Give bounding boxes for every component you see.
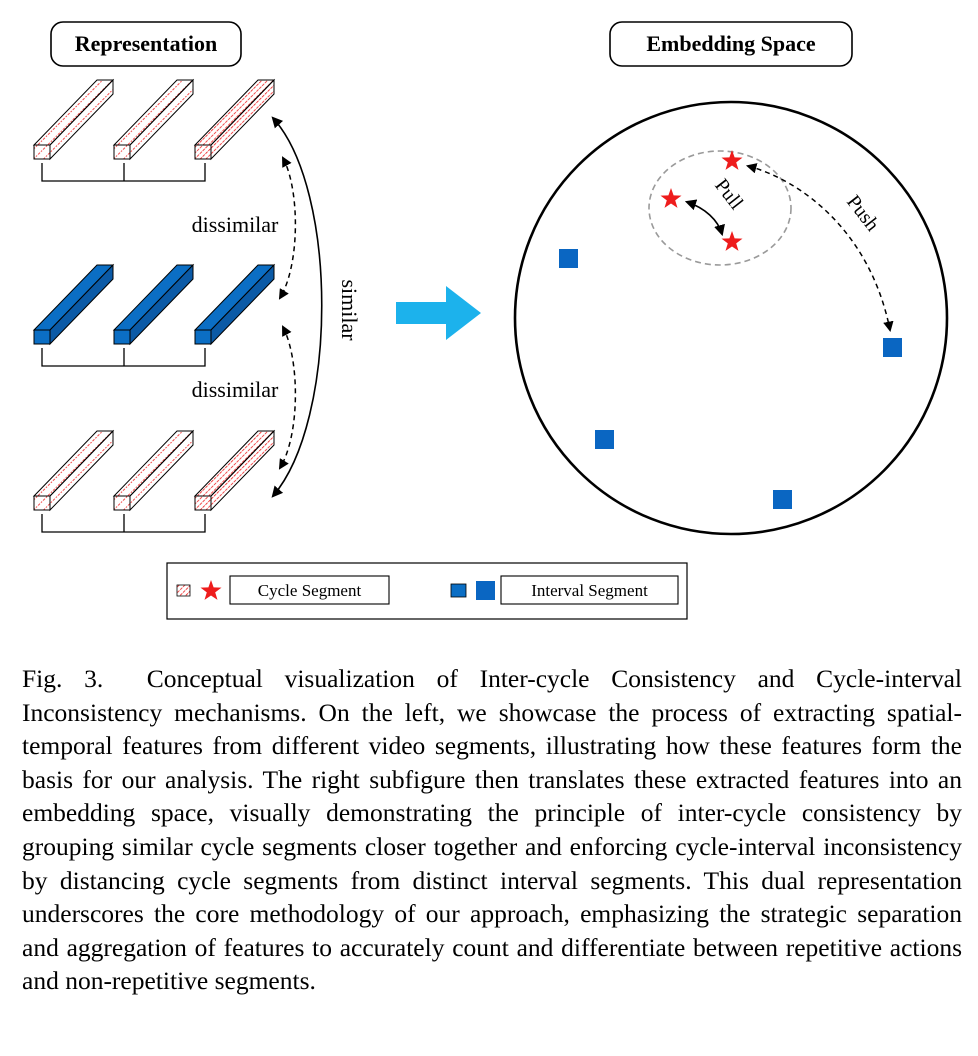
- similar-arrow: [271, 116, 323, 498]
- cycle-bar: [112, 78, 195, 161]
- blue-square-icon: [883, 338, 902, 357]
- dissimilar-arrow-bottom: [278, 325, 297, 470]
- red-star-icon: [660, 188, 682, 208]
- dissimilar-label-top: dissimilar: [192, 212, 279, 237]
- cycle-swatch: [176, 584, 191, 597]
- legend-interval-label: Interval Segment: [531, 581, 648, 600]
- cluster-boundary: [648, 150, 792, 266]
- cyan-arrow-icon: [396, 286, 481, 340]
- cycle-bar: [32, 78, 115, 161]
- figure-canvas: Representation Embedding Space: [32, 21, 949, 620]
- interval-bar: [112, 263, 195, 346]
- legend: Cycle Segment Interval Segment: [166, 562, 688, 620]
- red-star-icon: [721, 231, 743, 251]
- interval-bar: [32, 263, 115, 346]
- cycle-feature-row-top: [32, 78, 276, 182]
- caption-label: Fig. 3.: [22, 664, 104, 693]
- cycle-bar: [193, 429, 276, 512]
- embedding-space-title-text: Embedding Space: [646, 31, 816, 56]
- blue-square-icon: [476, 581, 495, 600]
- cycle-feature-row-bottom: [32, 429, 276, 533]
- cycle-bar: [32, 429, 115, 512]
- dissimilar-arrow-top: [278, 156, 297, 300]
- blue-square-icon: [773, 490, 792, 509]
- similar-label: similar: [337, 279, 362, 341]
- pull-label: Pull: [710, 175, 747, 214]
- red-star-icon: [200, 580, 222, 600]
- interval-swatch: [450, 583, 467, 598]
- blue-square-icon: [595, 430, 614, 449]
- cycle-bar: [193, 78, 276, 161]
- embedding-space-title: Embedding Space: [609, 21, 853, 67]
- push-arrow: [745, 163, 894, 333]
- representation-title: Representation: [50, 21, 242, 67]
- pull-arrow: [684, 199, 725, 237]
- red-star-icon: [721, 150, 743, 170]
- cycle-bar: [112, 429, 195, 512]
- figure-caption: Fig. 3. Conceptual visualization of Inte…: [22, 662, 962, 998]
- caption-text: Conceptual visualization of Inter-cycle …: [22, 664, 962, 996]
- representation-title-text: Representation: [75, 31, 218, 56]
- embedding-circle: [513, 100, 949, 536]
- figure: Representation Embedding Space: [32, 21, 949, 620]
- blue-square-icon: [559, 249, 578, 268]
- interval-feature-row: [32, 263, 276, 367]
- push-label: Push: [842, 191, 883, 235]
- dissimilar-label-bottom: dissimilar: [192, 377, 279, 402]
- interval-bar: [193, 263, 276, 346]
- legend-cycle-label: Cycle Segment: [258, 581, 362, 600]
